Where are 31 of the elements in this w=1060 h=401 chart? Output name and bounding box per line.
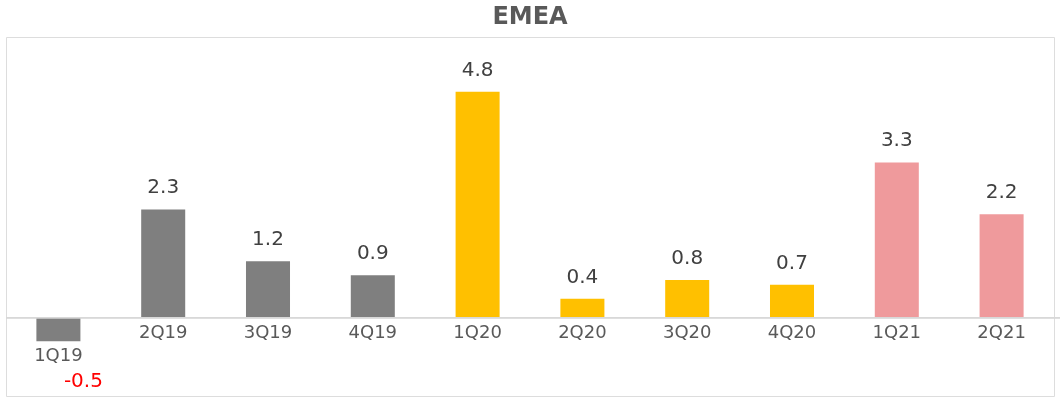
- data-label: -0.5: [63, 368, 103, 393]
- data-label: 0.4: [566, 263, 599, 288]
- bar: [455, 91, 500, 318]
- data-label: 0.8: [671, 245, 704, 269]
- bar: [141, 209, 186, 318]
- x-tick-label: 4Q19: [348, 320, 398, 342]
- x-tick-label: 1Q19: [34, 344, 83, 366]
- data-label: 4.8: [461, 56, 494, 81]
- data-label: 0.7: [776, 249, 808, 274]
- x-tick-label: 3Q19: [243, 320, 293, 342]
- bar: [769, 284, 815, 318]
- bar: [36, 317, 81, 342]
- x-tick-label: 2Q19: [138, 320, 188, 342]
- x-tick-label: 3Q20: [662, 320, 712, 342]
- bar: [874, 162, 919, 318]
- bar: [245, 261, 291, 318]
- x-tick-label: 2Q21: [977, 320, 1026, 342]
- x-tick-label: 2Q20: [558, 320, 607, 342]
- x-tick-label: 1Q21: [872, 320, 922, 342]
- bar: [350, 275, 395, 318]
- x-tick-label: 4Q20: [767, 320, 817, 342]
- bar: [665, 280, 710, 318]
- chart-title: EMEA: [492, 2, 569, 30]
- data-label: 2.2: [985, 179, 1018, 204]
- data-label: 1.2: [252, 226, 284, 251]
- bar: [979, 214, 1024, 318]
- data-label: 2.3: [147, 174, 180, 199]
- bar: [560, 298, 605, 318]
- data-label: 0.9: [356, 240, 389, 265]
- x-tick-label: 1Q20: [453, 320, 502, 342]
- data-label: 3.3: [880, 127, 913, 152]
